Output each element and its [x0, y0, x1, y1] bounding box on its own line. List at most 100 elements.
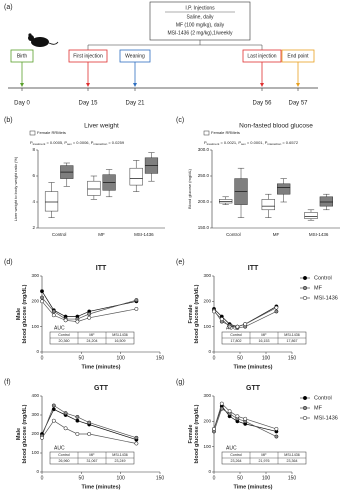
legend-label: Female RRMets: [211, 130, 240, 135]
event-arrow: [260, 83, 264, 87]
chart-panel: (d) 0 100 200 300 ITT Maleblood glucose (mg/dL…: [4, 259, 164, 371]
stat-subscript: interaction: [93, 142, 107, 146]
y-axis-label: Maleblood glucose (mg/dL): [16, 404, 28, 463]
day-label: Day 15: [78, 101, 98, 107]
data-point: [75, 319, 80, 324]
data-point: [235, 414, 240, 419]
x-tick-label: MSI-1436: [134, 232, 154, 237]
y-axis-label-line: Female: [188, 305, 194, 324]
day-label: Day 57: [288, 101, 308, 107]
auc-title: AUC: [54, 445, 65, 451]
auc-header: Control: [58, 333, 70, 337]
event-label: Weaning: [125, 53, 145, 59]
auc-header: MF: [89, 333, 95, 337]
y-axis-label: Femaleblood glucose (mg/dL): [188, 284, 200, 343]
data-point: [274, 305, 279, 310]
data-point: [235, 324, 240, 329]
y-tick-label: 0: [36, 469, 39, 474]
chart-panel: (g) 0 100 200 300 GTT Femaleblood glucose (mg/…: [176, 379, 338, 491]
series-line: [213, 408, 277, 437]
x-tick-label: MF: [273, 232, 280, 237]
stats-text: Ptreatment = 0.0005, Psex = 0.0006, Pint…: [30, 140, 125, 146]
auc-header: MF: [261, 333, 267, 337]
y-axis-label-line: blood glucose (mg/dL): [22, 284, 28, 343]
data-point: [219, 401, 224, 406]
y-axis-label-line: Male: [16, 428, 22, 440]
stats-text: Ptreatment = 0.0021, Psex = 0.0001, Pint…: [204, 140, 299, 146]
day-label: Day 56: [252, 101, 272, 107]
box: [277, 183, 291, 195]
panel-label: (d): [4, 259, 13, 266]
auc-header: Control: [230, 333, 242, 337]
y-tick-label: 300: [203, 273, 211, 278]
stat-subscript: sex: [241, 142, 246, 146]
auc-value: 16,153: [259, 339, 270, 343]
x-tick-label: 50: [237, 355, 243, 361]
stat-symbol: P: [30, 140, 33, 145]
event-arrow: [20, 83, 24, 87]
x-tick-label: 50: [79, 355, 85, 361]
auc-header: MF: [261, 453, 267, 457]
y-tick-label: 300: [31, 273, 39, 278]
auc-header: MSI-1436: [284, 453, 300, 457]
stat-value: = 0.0005,: [45, 140, 64, 145]
y-axis-label-line: Male: [16, 308, 22, 320]
data-point: [51, 313, 56, 318]
auc-header: Control: [58, 453, 70, 457]
auc-value: 23,364: [287, 459, 298, 463]
data-point: [63, 426, 68, 431]
chart-title: Liver weight: [84, 123, 119, 130]
y-tick-label: 400: [31, 393, 39, 398]
y-tick-label: 2: [32, 225, 35, 230]
y-tick-label: 0: [208, 469, 211, 474]
box: [44, 191, 59, 212]
stat-subscript: interaction: [267, 142, 281, 146]
x-axis-label: Time (minutes): [81, 484, 120, 490]
stat-value: = 0.0021,: [219, 140, 238, 145]
legend-label: MF: [314, 405, 323, 411]
y-axis-label: Maleblood glucose (mg/dL): [16, 284, 28, 343]
y-tick-label: 100: [203, 444, 211, 449]
stat-subscript: sex: [67, 142, 72, 146]
x-tick-label: 100: [262, 475, 271, 481]
panel-label: (f): [4, 379, 11, 386]
data-point: [134, 435, 139, 440]
legend-label: Control: [314, 395, 332, 401]
panel-label: (e): [176, 259, 185, 266]
y-tick-label: 150.0: [198, 225, 210, 230]
x-tick-label: 150: [288, 355, 297, 361]
x-tick-label: 100: [116, 355, 125, 361]
data-point: [87, 315, 92, 320]
stat-value: = 0.6572: [281, 140, 299, 145]
stat-symbol: P: [64, 140, 67, 145]
y-axis-label-line: blood glucose (mg/dL): [194, 284, 200, 343]
y-tick-label: 200: [203, 299, 211, 304]
data-point: [134, 298, 139, 303]
injection-title: I.P. Injections: [185, 5, 215, 11]
data-point: [75, 418, 80, 423]
chart-title: ITT: [96, 265, 107, 272]
auc-title: AUC: [226, 445, 237, 451]
data-point: [87, 432, 92, 436]
chart-title: GTT: [246, 385, 261, 392]
data-point: [75, 432, 80, 436]
auc-title: AUC: [54, 325, 65, 331]
y-tick-label: 300: [31, 412, 39, 417]
y-axis-label: Blood glucose (mg/dL): [187, 168, 192, 209]
x-tick-label: 50: [79, 475, 85, 481]
y-tick-label: 200.0: [198, 199, 210, 204]
chart-title: GTT: [94, 385, 109, 392]
panel-label: (a): [4, 4, 13, 11]
stat-symbol: P: [238, 140, 241, 145]
y-axis-label: Liver weight to body weight ratio (%): [13, 156, 18, 221]
chart-panel: (e) 0 100 200 300 ITT Femaleblood glucose (mg/…: [176, 259, 338, 371]
y-tick-label: 200: [203, 419, 211, 424]
y-axis-label-line: blood glucose (mg/dL): [194, 404, 200, 463]
y-tick-label: 300.0: [198, 147, 210, 152]
x-axis-label: Time (minutes): [233, 484, 272, 490]
auc-header: MF: [89, 453, 95, 457]
data-point: [227, 324, 232, 329]
x-tick-label: 0: [213, 475, 216, 481]
auc-value: 23,264: [231, 459, 242, 463]
x-tick-label: Control: [52, 232, 67, 237]
